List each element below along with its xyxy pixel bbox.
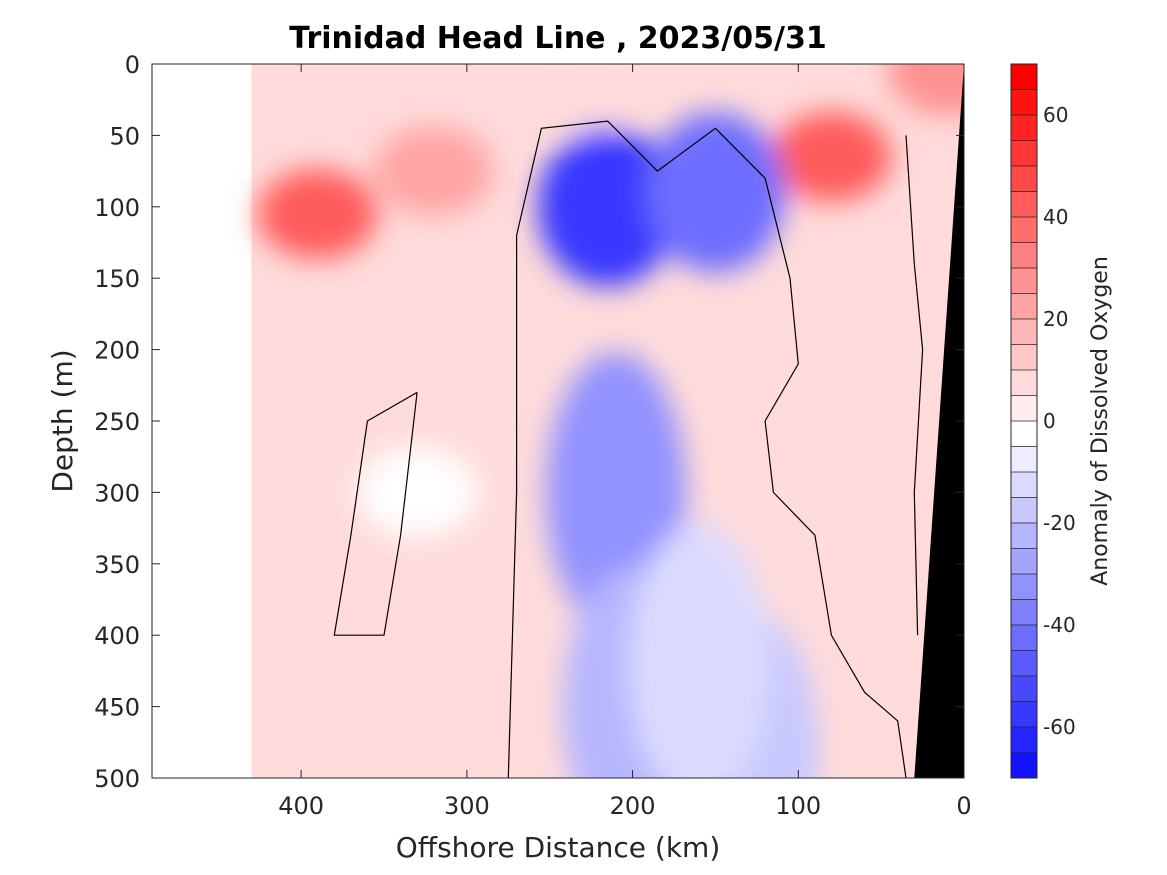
colorbar-band	[1011, 319, 1037, 345]
colorbar-band	[1011, 421, 1037, 447]
colorbar-tick-label: -20	[1043, 511, 1076, 535]
y-tick-label: 150	[94, 265, 140, 293]
y-tick-label: 300	[94, 479, 140, 507]
chart-title: Trinidad Head Line , 2023/05/31	[289, 21, 826, 56]
colorbar-band	[1011, 115, 1037, 141]
y-tick-label: 250	[94, 408, 140, 436]
seafloor-mask	[914, 64, 964, 778]
field-feature	[522, 64, 643, 138]
colorbar-band	[1011, 676, 1037, 702]
colorbar-tick-label: 20	[1043, 307, 1068, 331]
y-tick-label: 50	[109, 122, 140, 150]
x-tick-label: 400	[278, 792, 324, 820]
y-tick-label: 200	[94, 337, 140, 365]
x-tick-label: 300	[444, 792, 490, 820]
colorbar-band	[1011, 497, 1037, 524]
x-tick-label: 0	[956, 792, 971, 820]
colorbar-band	[1011, 446, 1037, 473]
y-tick-label: 100	[94, 194, 140, 222]
zero-contour	[905, 135, 924, 636]
colorbar: 60 40 20 0 -20 -40 -60	[1010, 63, 1076, 779]
colorbar-band	[1011, 293, 1037, 320]
colorbar-tick-label: 0	[1043, 409, 1056, 433]
colorbar-tick-label: 60	[1043, 103, 1068, 127]
field-feature	[257, 168, 378, 259]
colorbar-tick-label: -60	[1043, 715, 1076, 739]
zero-contour	[507, 120, 907, 778]
colorbar-band	[1011, 701, 1037, 728]
colorbar-band	[1011, 472, 1037, 498]
y-tick-label: 450	[94, 694, 140, 722]
colorbar-band	[1011, 64, 1037, 90]
colorbar-band	[1011, 395, 1037, 422]
colorbar-band	[1011, 752, 1037, 779]
field-blobs	[257, 64, 964, 778]
field-feature	[771, 111, 892, 202]
field-feature	[887, 64, 964, 117]
colorbar-band	[1011, 166, 1037, 192]
colorbar-band	[1011, 344, 1037, 371]
colorbar-band	[1011, 727, 1037, 753]
field-feature	[357, 447, 478, 538]
colorbar-band	[1011, 217, 1037, 243]
x-tick-label: 100	[775, 792, 821, 820]
colorbar-band	[1011, 242, 1037, 269]
colorbar-tick-label: 40	[1043, 205, 1068, 229]
colorbar-band	[1011, 191, 1037, 218]
colorbar-tick-label: -40	[1043, 613, 1076, 637]
y-tick-label: 0	[125, 51, 140, 79]
colorbar-band	[1011, 548, 1037, 575]
colorbar-frame	[1010, 63, 1038, 779]
field-feature	[628, 523, 769, 778]
colorbar-band	[1011, 268, 1037, 294]
colorbar-band	[1011, 523, 1037, 549]
colorbar-band	[1011, 140, 1037, 167]
field-feature	[645, 112, 786, 273]
colorbar-band	[1011, 370, 1037, 396]
y-axis-title: Depth (m)	[46, 349, 79, 492]
anomaly-field	[251, 64, 964, 778]
y-tick-label: 400	[94, 622, 140, 650]
y-axis: 0 50 100 150 200 250 300 350 400 450 500	[94, 51, 964, 793]
colorbar-band	[1011, 574, 1037, 600]
zero-contours	[333, 120, 924, 778]
y-tick-label: 350	[94, 551, 140, 579]
colorbar-title: Anomaly of Dissolved Oxygen	[1088, 256, 1113, 586]
colorbar-band	[1011, 89, 1037, 116]
x-axis: 400 300 200 100 0	[278, 64, 972, 820]
y-tick-label: 500	[94, 765, 140, 793]
colorbar-band	[1011, 599, 1037, 626]
zero-contour	[333, 391, 418, 636]
colorbar-band	[1011, 625, 1037, 651]
field-feature	[373, 126, 494, 217]
colorbar-band	[1011, 650, 1037, 677]
field-feature	[537, 126, 678, 287]
x-axis-title: Offshore Distance (km)	[396, 831, 721, 864]
x-tick-label: 200	[610, 792, 656, 820]
